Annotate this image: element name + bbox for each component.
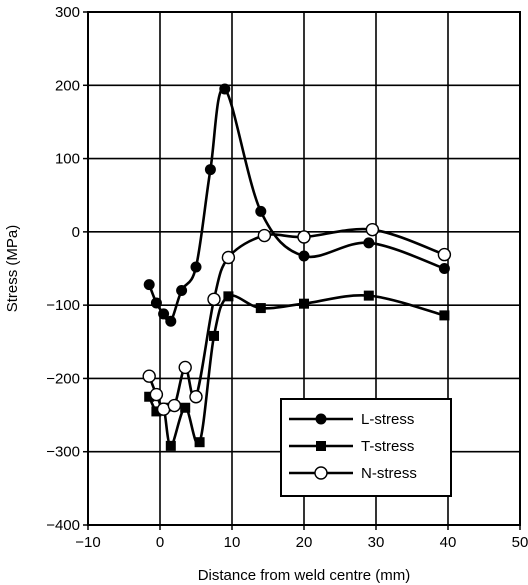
y-tick-label: 0 [72,224,80,241]
y-tick-label: −400 [46,517,80,534]
data-point-n-stress [149,387,164,402]
data-point-n-stress [189,390,203,404]
data-point-l-stress [165,315,177,327]
data-point-t-stress [180,402,191,413]
x-tick-label: 30 [368,534,385,551]
data-point-t-stress [299,298,309,309]
data-point-n-stress [207,292,221,306]
data-point-n-stress [167,398,182,413]
x-tick-label: 0 [156,534,164,551]
y-tick-label: 200 [55,77,80,94]
series-line-n-stress [147,227,445,412]
data-point-t-stress [363,290,374,301]
legend-box [280,398,452,497]
x-axis-title: Distance from weld centre (mm) [198,567,411,584]
data-point-t-stress [439,310,450,321]
legend-label-t-stress: T-stress [361,438,414,455]
x-tick-label: 20 [296,534,313,551]
data-point-l-stress [190,261,202,273]
legend-label-l-stress: L-stress [361,411,414,428]
data-point-n-stress [221,250,236,265]
legend-marker-n-stress [314,466,328,480]
legend-label-n-stress: N-stress [361,465,417,482]
data-point-n-stress [257,228,272,243]
data-point-n-stress [297,230,311,244]
y-tick-label: −300 [46,444,80,461]
series-l-stress [143,83,450,327]
data-point-n-stress [142,369,156,383]
y-tick-label: −100 [46,297,80,314]
data-point-l-stress [438,263,450,274]
data-point-l-stress [255,205,267,217]
data-point-l-stress [363,237,375,249]
x-tick-label: 10 [224,534,241,551]
y-axis-title: Stress (MPa) [4,225,21,313]
data-point-n-stress [178,360,192,375]
y-tick-label: 100 [55,151,80,168]
x-tick-label: 50 [512,534,528,551]
data-point-t-stress [255,303,266,314]
data-point-l-stress [298,250,310,262]
data-point-l-stress [176,284,188,296]
series-layer [142,83,452,451]
x-tick-label: −10 [75,534,100,551]
legend: L-stress T-stress N-stress [280,398,452,497]
x-tick-label: 40 [440,534,457,551]
series-n-stress [142,222,452,416]
series-line-l-stress [147,87,445,324]
data-point-t-stress [144,391,155,402]
y-tick-label: 300 [55,4,80,21]
data-point-n-stress [365,222,380,237]
legend-marker-l-stress [315,413,327,425]
data-point-t-stress [165,440,176,451]
data-point-l-stress [219,83,231,95]
data-point-t-stress [194,437,205,448]
data-point-t-stress [209,330,219,341]
legend-marker-t-stress [316,441,326,451]
data-point-l-stress [204,164,216,176]
data-point-l-stress [150,297,162,309]
data-point-l-stress [143,279,155,291]
data-point-l-stress [158,308,170,320]
y-tick-label: −200 [46,370,80,387]
data-point-n-stress [437,247,452,262]
data-point-t-stress [151,406,162,417]
data-point-t-stress [223,291,234,302]
